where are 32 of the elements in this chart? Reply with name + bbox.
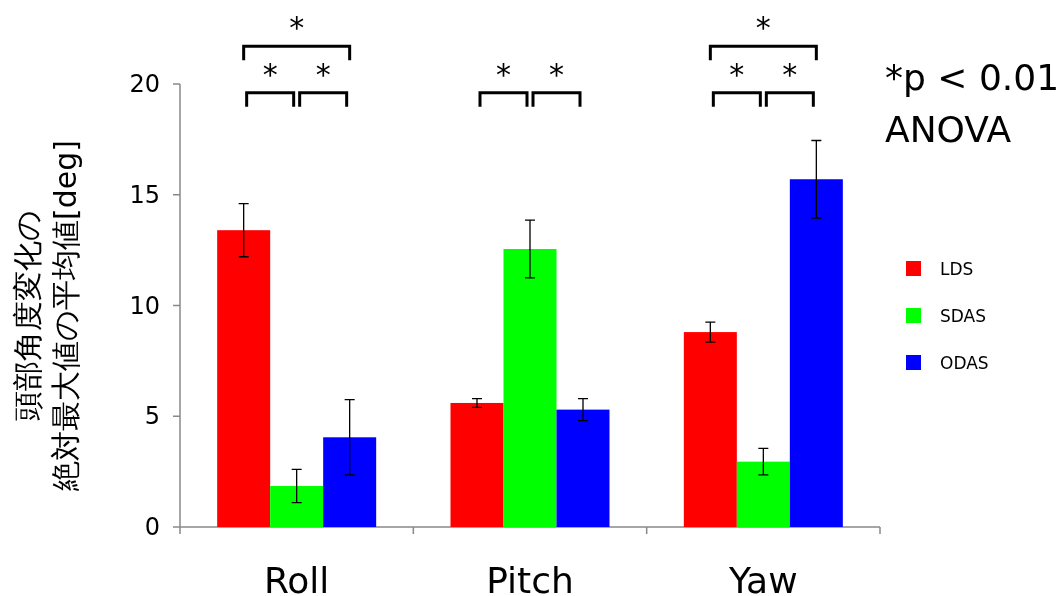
y-tick-label: 20 — [129, 70, 160, 98]
y-tick-label: 10 — [129, 291, 160, 320]
annotation: * — [315, 56, 331, 92]
y-tick-label: 5 — [144, 402, 160, 431]
bar — [683, 332, 737, 527]
x-tick-label: Roll — [263, 560, 330, 596]
bar — [450, 402, 504, 527]
legend-label: LDS — [940, 259, 974, 279]
text: 絶対最大値の平均値[deg] — [48, 140, 83, 491]
bar — [503, 249, 557, 527]
y-tick-label: 15 — [129, 180, 160, 209]
text: ANOVA — [885, 109, 1012, 150]
legend-label: ODAS — [940, 353, 989, 373]
annotation: * — [729, 56, 745, 92]
bar — [323, 437, 377, 527]
text: 頭部角度変化の — [10, 210, 45, 421]
legend-label: SDAS — [940, 306, 987, 326]
x-tick-label: Pitch — [486, 560, 574, 596]
annotation: * — [549, 56, 564, 92]
bar — [556, 409, 610, 527]
bar — [270, 486, 324, 527]
bar — [736, 461, 790, 527]
annotation: * — [782, 56, 798, 92]
bar — [217, 230, 271, 527]
text: *p < 0.01 — [885, 57, 1060, 98]
text: * — [755, 10, 771, 46]
annotation: * — [496, 56, 511, 92]
annotation: * — [262, 56, 278, 92]
x-tick-label: Yaw — [728, 560, 798, 596]
bar — [789, 179, 843, 527]
text: * — [289, 10, 305, 46]
y-tick-label: 0 — [144, 513, 160, 541]
